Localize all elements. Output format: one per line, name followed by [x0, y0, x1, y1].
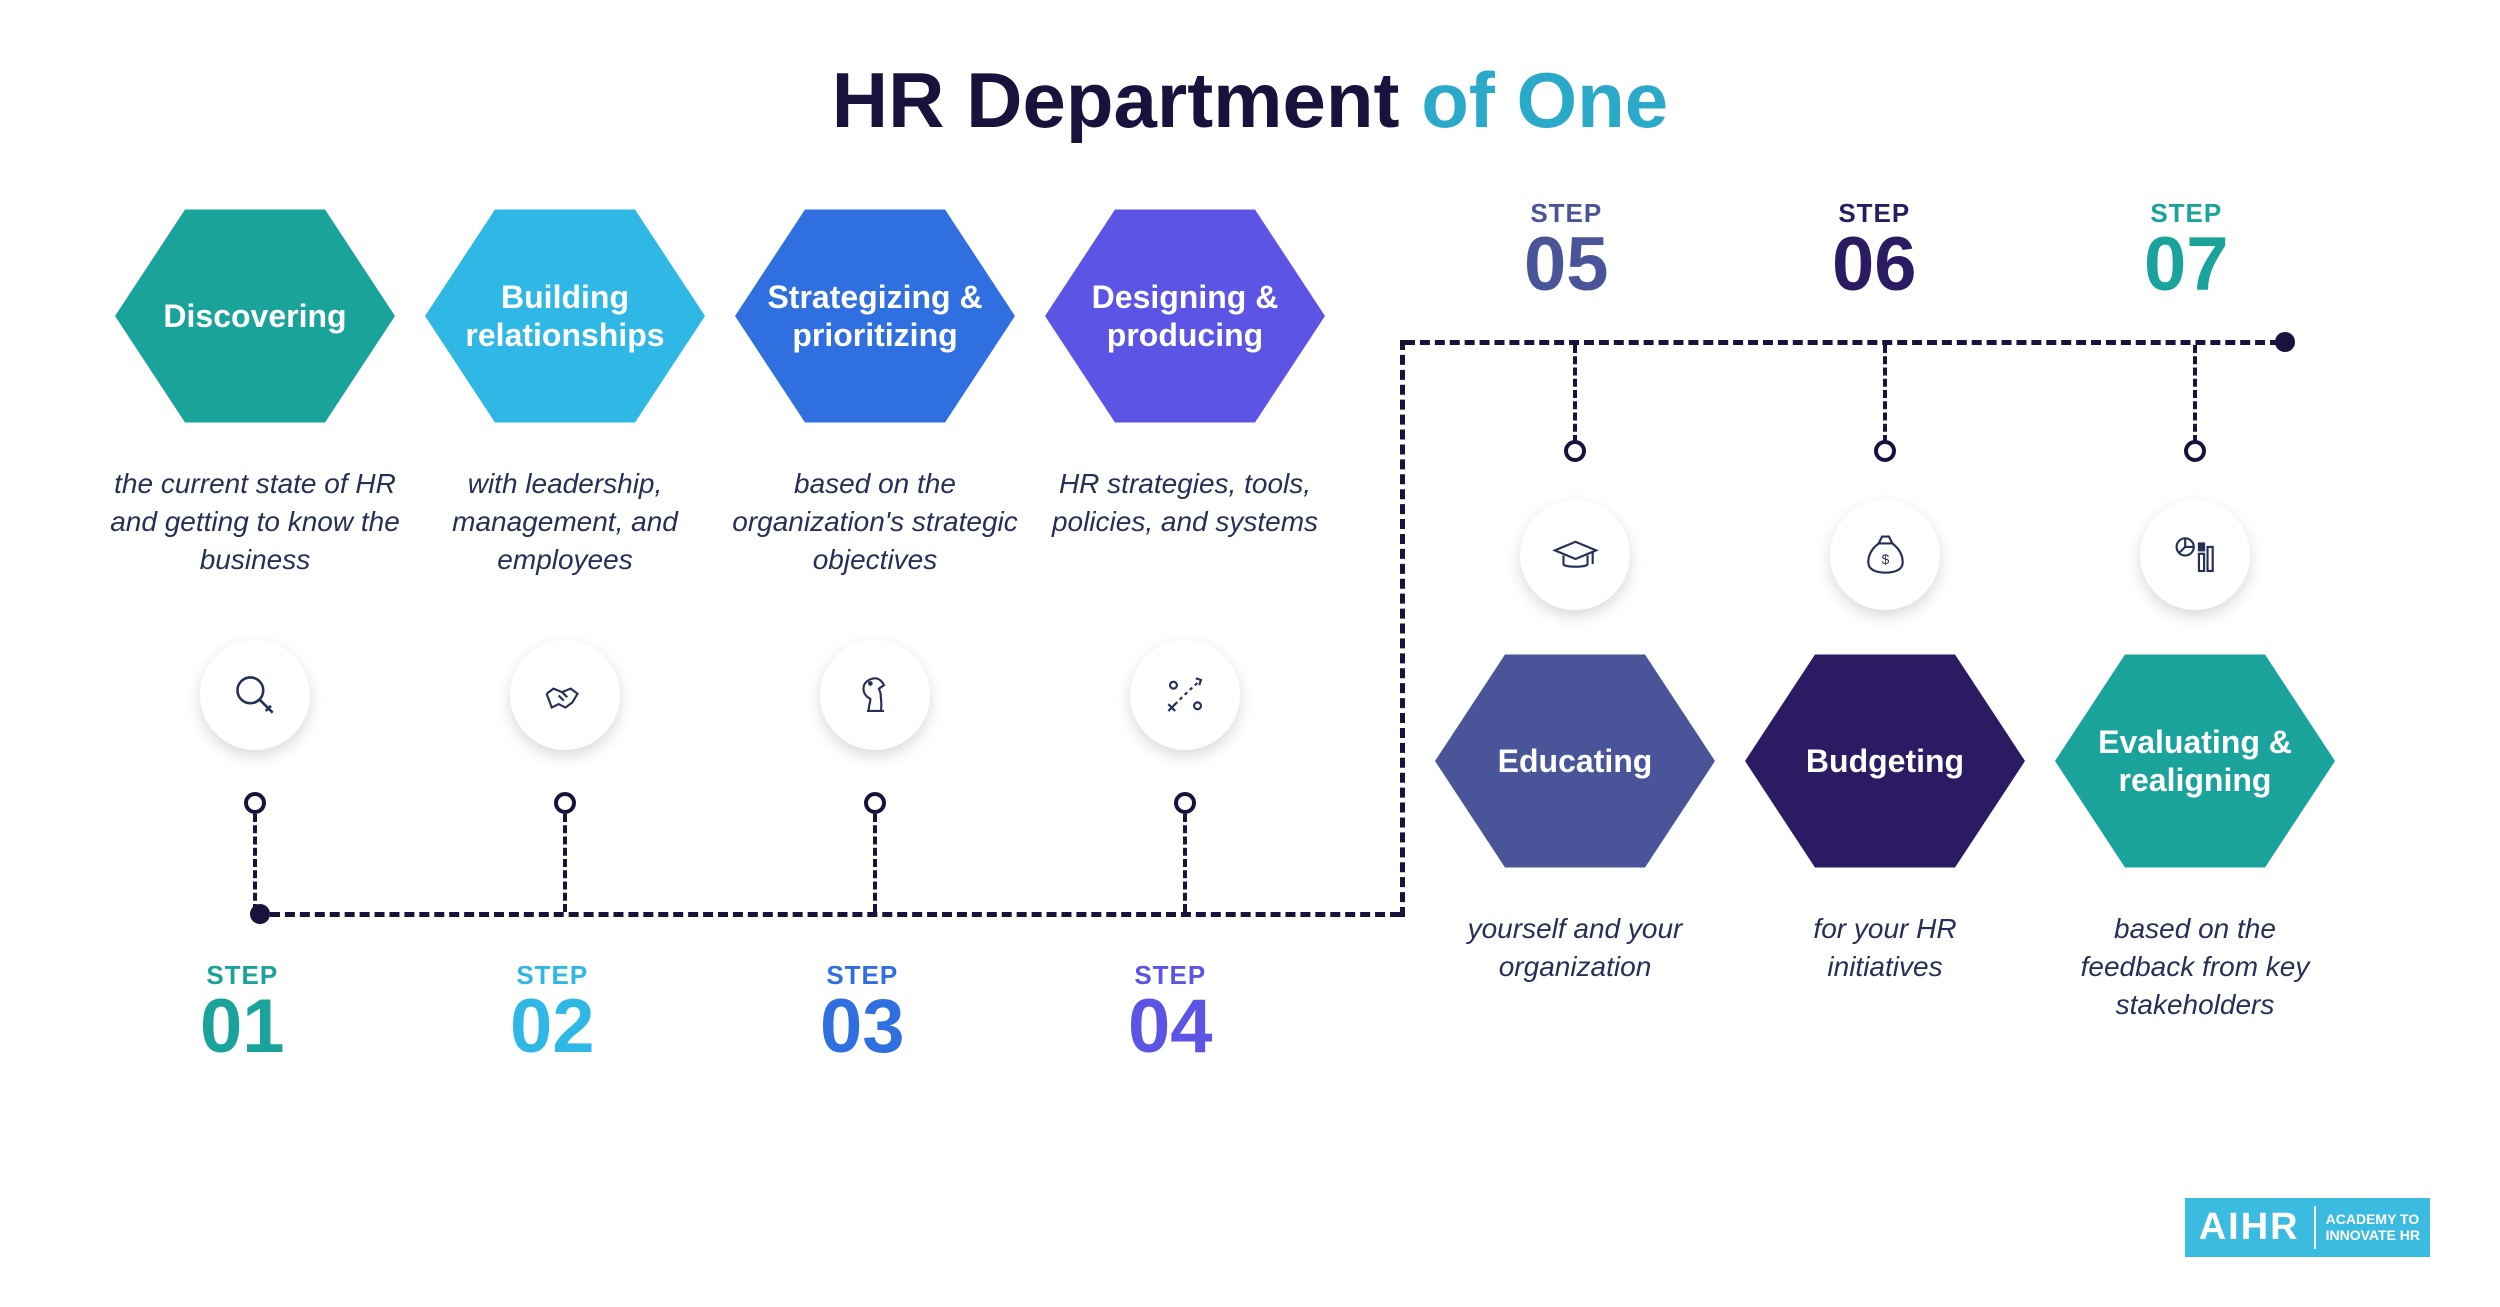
- desc-step-3: based on the organization's strategic ob…: [720, 465, 1030, 578]
- connector-ring-7: [2184, 440, 2206, 462]
- hex-step-2: Building relationships: [425, 195, 705, 437]
- connector-stem-6: [1883, 345, 1887, 443]
- step-num: 02: [510, 991, 595, 1063]
- hex-label: Designing & producing: [1075, 278, 1295, 355]
- connector-stem-7: [2193, 345, 2197, 443]
- logo-abbr: AIHR: [2185, 1198, 2314, 1257]
- step-num: 07: [2144, 229, 2229, 301]
- step-label-1: STEP 01: [200, 960, 285, 1063]
- logo-line1: ACADEMY TO: [2326, 1212, 2420, 1227]
- connector-ring-6: [1874, 440, 1896, 462]
- hex-label: Strategizing & prioritizing: [765, 278, 985, 355]
- hex-step-3: Strategizing & prioritizing: [735, 195, 1015, 437]
- step-num: 04: [1128, 991, 1213, 1063]
- hex-label: Discovering: [163, 297, 346, 335]
- handshake-icon: [510, 640, 620, 750]
- hex-step-4: Designing & producing: [1045, 195, 1325, 437]
- hex-step-7: Evaluating & realigning: [2055, 640, 2335, 882]
- hex-step-1: Discovering: [115, 195, 395, 437]
- logo-tagline: ACADEMY TO INNOVATE HR: [2314, 1206, 2430, 1249]
- title-dark: HR Department: [832, 56, 1421, 144]
- step-num: 03: [820, 991, 905, 1063]
- desc-step-5: yourself and your organization: [1430, 910, 1720, 986]
- svg-text:$: $: [1881, 552, 1889, 567]
- step-label-6: STEP 06: [1832, 198, 1917, 301]
- hex-label: Budgeting: [1806, 742, 1964, 780]
- magnifier-icon: [200, 640, 310, 750]
- title-accent: of One: [1421, 56, 1668, 144]
- connector-ring-2: [554, 792, 576, 814]
- step-label-2: STEP 02: [510, 960, 595, 1063]
- logo-line2: INNOVATE HR: [2326, 1228, 2420, 1243]
- step-num: 01: [200, 991, 285, 1063]
- step-num: 06: [1832, 229, 1917, 301]
- desc-step-6: for your HR initiatives: [1760, 910, 2010, 986]
- step-label-5: STEP 05: [1524, 198, 1609, 301]
- step-label-3: STEP 03: [820, 960, 905, 1063]
- connector-ring-5: [1564, 440, 1586, 462]
- chess-icon: [820, 640, 930, 750]
- aihr-logo: AIHR ACADEMY TO INNOVATE HR: [2185, 1198, 2430, 1257]
- connector-stem-5: [1573, 345, 1577, 443]
- step-label-7: STEP 07: [2144, 198, 2229, 301]
- hex-label: Evaluating & realigning: [2085, 723, 2305, 800]
- path-vertical-line: [1400, 340, 1405, 917]
- connector-stem-2: [563, 814, 567, 912]
- dashboard-icon: [2140, 500, 2250, 610]
- moneybag-icon: $: [1830, 500, 1940, 610]
- connector-stem-3: [873, 814, 877, 912]
- desc-step-1: the current state of HR and getting to k…: [90, 465, 420, 578]
- connector-stem-1: [253, 814, 257, 912]
- hex-label: Educating: [1498, 742, 1653, 780]
- connector-ring-3: [864, 792, 886, 814]
- tactics-icon: [1130, 640, 1240, 750]
- path-bottom-line: [270, 912, 1400, 917]
- connector-ring-1: [244, 792, 266, 814]
- desc-step-4: HR strategies, tools, policies, and syst…: [1050, 465, 1320, 541]
- infographic-canvas: HR Department of One Discovering the cur…: [0, 0, 2500, 1307]
- hex-step-5: Educating: [1435, 640, 1715, 882]
- connector-ring-4: [1174, 792, 1196, 814]
- path-end-dot: [2275, 332, 2295, 352]
- gradcap-icon: [1520, 500, 1630, 610]
- hex-step-6: Budgeting: [1745, 640, 2025, 882]
- desc-step-7: based on the feedback from key stakehold…: [2055, 910, 2335, 1023]
- connector-stem-4: [1183, 814, 1187, 912]
- path-top-line: [1405, 340, 2280, 345]
- desc-step-2: with leadership, management, and employe…: [420, 465, 710, 578]
- page-title: HR Department of One: [0, 55, 2500, 146]
- hex-label: Building relationships: [455, 278, 675, 355]
- step-label-4: STEP 04: [1128, 960, 1213, 1063]
- step-num: 05: [1524, 229, 1609, 301]
